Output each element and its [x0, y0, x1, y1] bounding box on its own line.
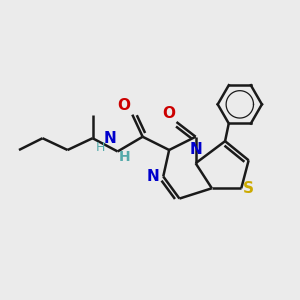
Text: O: O — [162, 106, 175, 121]
Text: N: N — [103, 131, 116, 146]
Text: H: H — [119, 150, 131, 164]
Text: N: N — [147, 169, 160, 184]
Text: S: S — [243, 182, 254, 196]
Text: H: H — [96, 141, 106, 154]
Text: O: O — [117, 98, 130, 113]
Text: N: N — [189, 142, 202, 157]
